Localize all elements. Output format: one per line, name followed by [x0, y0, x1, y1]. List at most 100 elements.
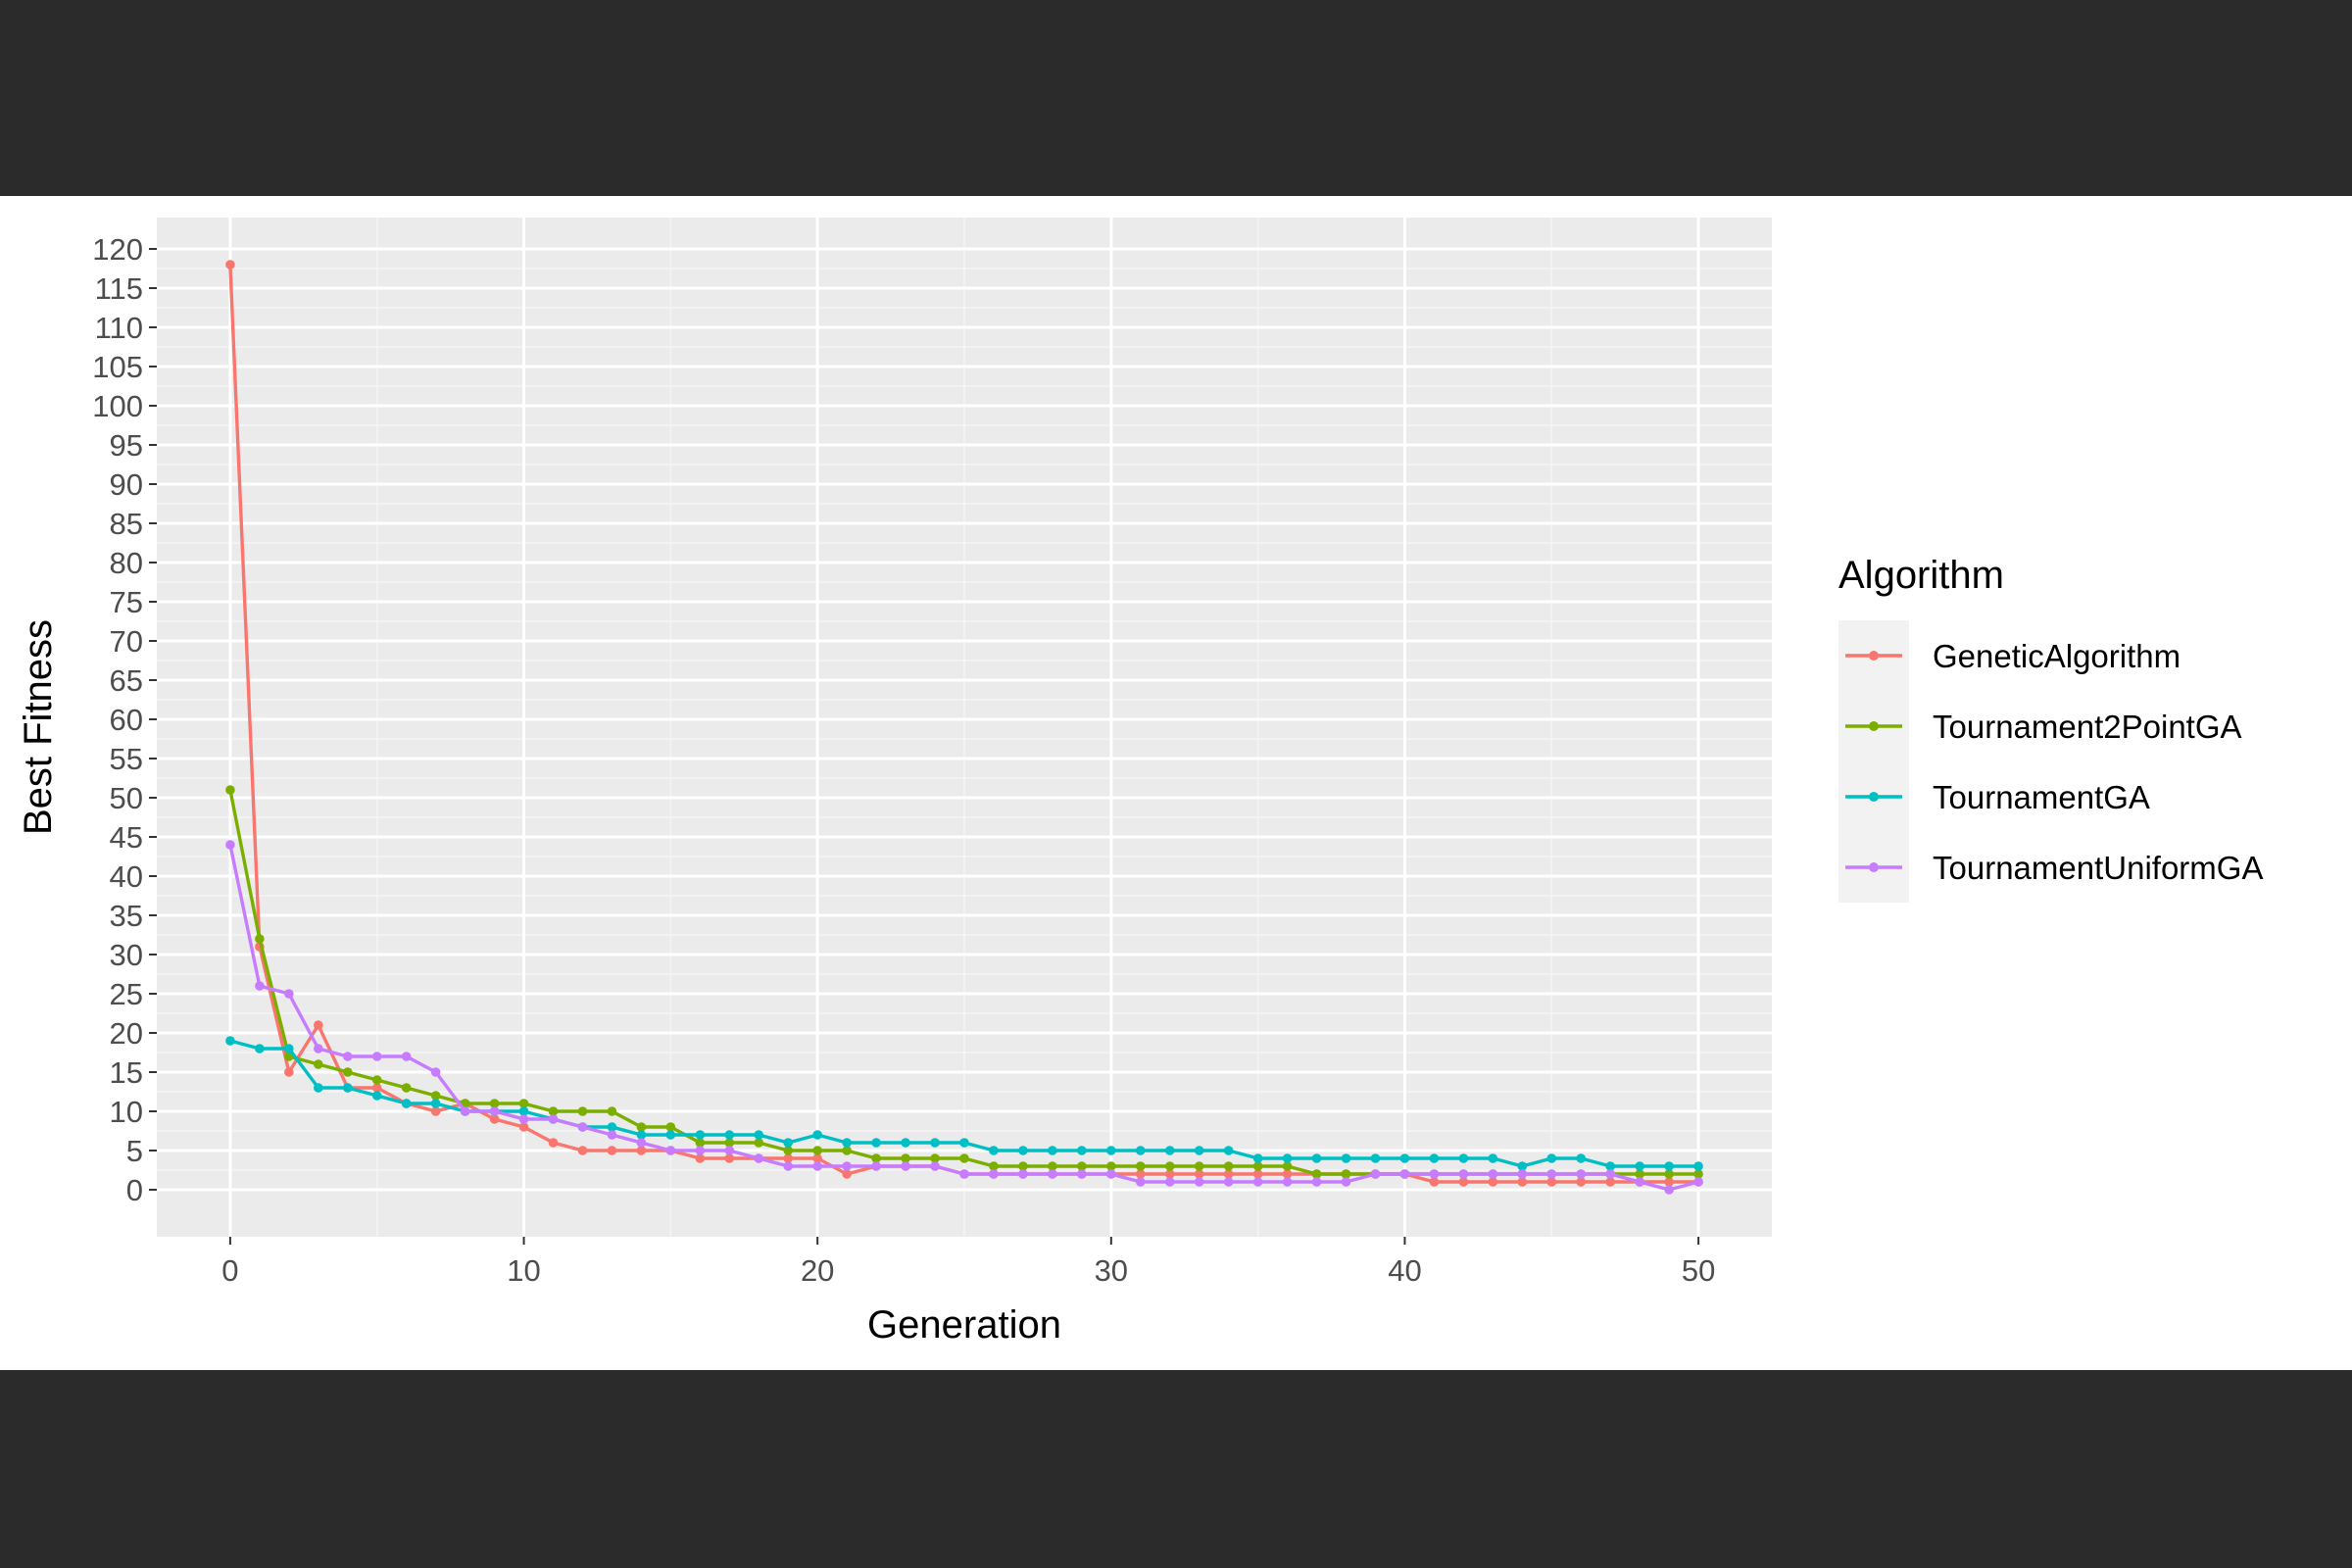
- data-point-tournament-ga: [1252, 1153, 1263, 1163]
- y-tick-label: 45: [110, 820, 143, 855]
- data-point-tournament-uniform-ga: [1576, 1169, 1587, 1179]
- data-point-tournament2-point-ga: [314, 1059, 323, 1069]
- data-point-tournament-ga: [901, 1138, 910, 1148]
- data-point-tournament-ga: [812, 1130, 822, 1140]
- y-tick-label: 55: [110, 742, 143, 776]
- data-point-tournament-ga: [695, 1130, 706, 1140]
- data-point-tournament-uniform-ga: [1194, 1177, 1204, 1187]
- data-point-tournament-ga: [1458, 1153, 1469, 1163]
- data-point-tournament2-point-ga: [489, 1099, 500, 1108]
- data-point-tournament-ga: [1077, 1146, 1087, 1155]
- data-point-tournament2-point-ga: [665, 1122, 676, 1132]
- data-point-tournament2-point-ga: [548, 1106, 559, 1116]
- data-point-tournament2-point-ga: [607, 1106, 617, 1116]
- data-point-tournament-uniform-ga: [1517, 1169, 1528, 1179]
- data-point-genetic-algorithm: [695, 1153, 706, 1163]
- data-point-tournament-uniform-ga: [665, 1146, 676, 1155]
- y-tick-label: 20: [110, 1016, 143, 1051]
- data-point-tournament2-point-ga: [1223, 1161, 1234, 1171]
- y-tick-label: 85: [110, 507, 143, 541]
- data-point-tournament-uniform-ga: [371, 1052, 382, 1061]
- legend-key-point: [1869, 721, 1879, 731]
- data-point-tournament-uniform-ga: [842, 1161, 852, 1171]
- data-point-tournament-ga: [1429, 1153, 1440, 1163]
- data-point-tournament-uniform-ga: [1341, 1177, 1351, 1187]
- y-tick-label: 115: [95, 271, 143, 306]
- x-tick-label: 40: [1388, 1253, 1421, 1288]
- y-tick-label: 60: [110, 703, 143, 737]
- data-point-tournament2-point-ga: [842, 1146, 852, 1155]
- y-tick-label: 105: [92, 350, 143, 384]
- data-point-tournament2-point-ga: [255, 934, 265, 944]
- data-point-tournament2-point-ga: [1664, 1169, 1674, 1179]
- data-point-tournament-uniform-ga: [518, 1114, 529, 1124]
- data-point-tournament2-point-ga: [812, 1146, 822, 1155]
- data-point-tournament-ga: [255, 1044, 265, 1054]
- data-point-genetic-algorithm: [1546, 1177, 1557, 1187]
- data-point-tournament-uniform-ga: [284, 989, 294, 999]
- data-point-genetic-algorithm: [783, 1153, 794, 1163]
- data-point-tournament-uniform-ga: [460, 1106, 470, 1116]
- data-point-tournament-uniform-ga: [1429, 1169, 1440, 1179]
- y-tick-label: 15: [110, 1055, 143, 1090]
- data-point-tournament-uniform-ga: [1282, 1177, 1293, 1187]
- data-point-genetic-algorithm: [314, 1020, 323, 1030]
- data-point-genetic-algorithm: [1458, 1177, 1469, 1187]
- data-point-tournament-ga: [871, 1138, 881, 1148]
- data-point-tournament-ga: [930, 1138, 940, 1148]
- data-point-tournament-uniform-ga: [1077, 1169, 1087, 1179]
- legend-items: GeneticAlgorithm Tournament2PointGA Tourna…: [1845, 638, 2263, 886]
- data-point-tournament-ga: [1223, 1146, 1234, 1155]
- data-point-tournament2-point-ga: [401, 1083, 412, 1093]
- data-point-tournament2-point-ga: [1693, 1169, 1703, 1179]
- y-tick-label: 0: [126, 1173, 143, 1207]
- data-point-genetic-algorithm: [1135, 1169, 1146, 1179]
- data-point-genetic-algorithm: [1517, 1177, 1528, 1187]
- data-point-tournament2-point-ga: [754, 1138, 764, 1148]
- y-tick-label: 75: [110, 585, 143, 619]
- legend-label: TournamentGA: [1933, 779, 2150, 815]
- data-point-tournament-uniform-ga: [430, 1067, 441, 1077]
- data-point-tournament-uniform-ga: [1164, 1177, 1175, 1187]
- data-point-genetic-algorithm: [1576, 1177, 1587, 1187]
- data-point-tournament-uniform-ga: [577, 1122, 588, 1132]
- y-tick-label: 100: [92, 389, 143, 423]
- data-point-genetic-algorithm: [489, 1114, 500, 1124]
- data-point-tournament2-point-ga: [1106, 1161, 1116, 1171]
- data-point-tournament-uniform-ga: [1605, 1169, 1615, 1179]
- data-point-tournament-uniform-ga: [636, 1138, 647, 1148]
- data-point-tournament2-point-ga: [1341, 1169, 1351, 1179]
- data-point-tournament2-point-ga: [430, 1091, 441, 1101]
- data-point-tournament2-point-ga: [695, 1138, 706, 1148]
- data-point-genetic-algorithm: [1223, 1169, 1234, 1179]
- data-point-tournament2-point-ga: [1282, 1161, 1293, 1171]
- y-tick-label: 80: [110, 546, 143, 580]
- data-point-genetic-algorithm: [1429, 1177, 1440, 1187]
- data-point-tournament-ga: [225, 1036, 235, 1046]
- data-point-tournament2-point-ga: [1135, 1161, 1146, 1171]
- data-point-genetic-algorithm: [548, 1138, 559, 1148]
- data-point-tournament2-point-ga: [1252, 1161, 1263, 1171]
- data-point-tournament-uniform-ga: [1106, 1169, 1116, 1179]
- data-point-genetic-algorithm: [518, 1122, 529, 1132]
- data-point-genetic-algorithm: [225, 260, 235, 270]
- legend-key-point: [1869, 792, 1879, 802]
- data-point-tournament-ga: [1517, 1161, 1528, 1171]
- data-point-tournament-uniform-ga: [1370, 1169, 1381, 1179]
- data-point-tournament-ga: [1546, 1153, 1557, 1163]
- axes: 0 10 20 30 40 50 0 5 10 15 20 25 30 35 40 45 50 55 60 65 70 7…: [92, 232, 1715, 1288]
- data-point-tournament-ga: [842, 1138, 852, 1148]
- y-tick-label: 10: [110, 1095, 143, 1129]
- data-point-tournament-uniform-ga: [1693, 1177, 1703, 1187]
- data-point-tournament-ga: [1605, 1161, 1615, 1171]
- data-point-tournament-ga: [1282, 1153, 1293, 1163]
- chart-figure: 0 10 20 30 40 50 0 5 10 15 20 25 30 35 40 45 50 55 60 65 70 7…: [0, 196, 2352, 1370]
- data-point-tournament2-point-ga: [871, 1153, 881, 1163]
- data-point-tournament-ga: [1576, 1153, 1587, 1163]
- data-point-tournament-uniform-ga: [1018, 1169, 1028, 1179]
- legend-key-point: [1869, 651, 1879, 661]
- y-tick-label: 30: [110, 938, 143, 972]
- data-point-tournament-uniform-ga: [783, 1161, 794, 1171]
- data-point-tournament-ga: [607, 1122, 617, 1132]
- data-point-tournament-ga: [1635, 1161, 1644, 1171]
